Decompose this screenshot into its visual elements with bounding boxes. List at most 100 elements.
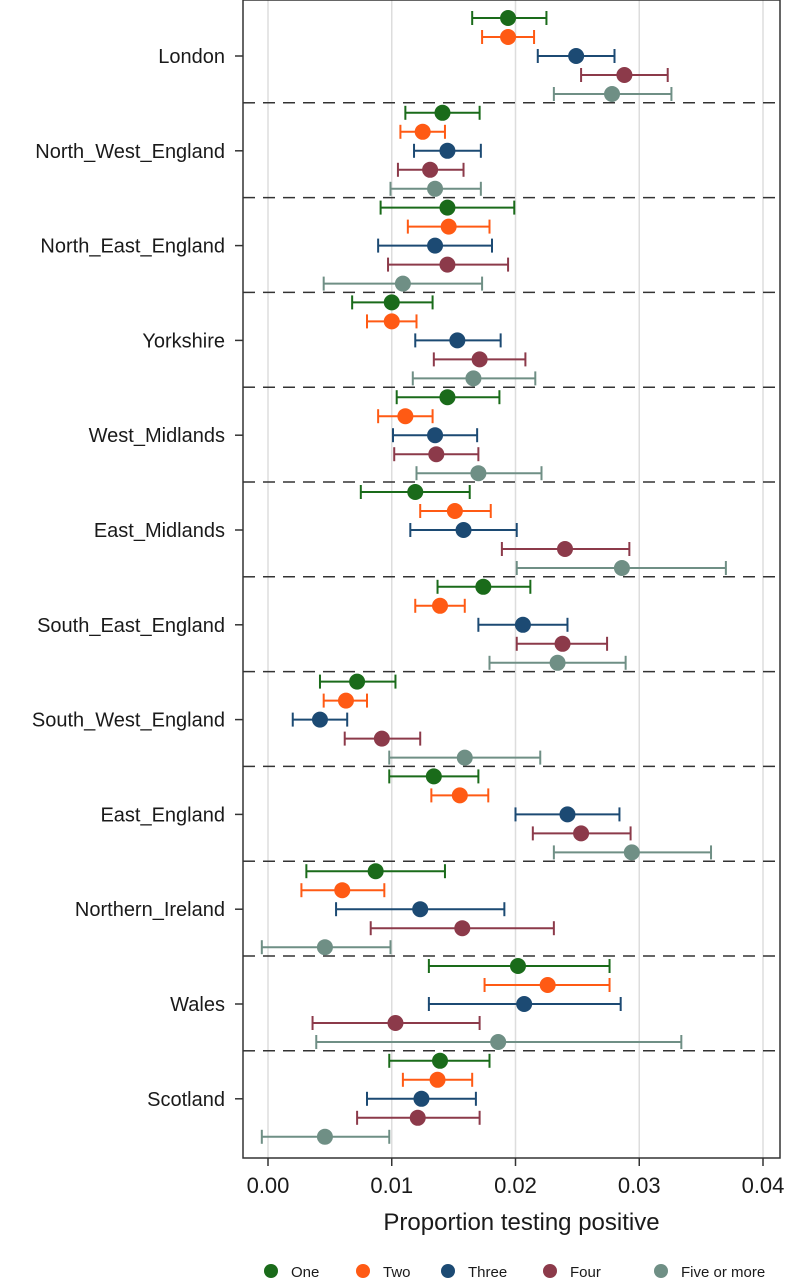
series-two [300,29,611,1088]
point [500,29,517,45]
point [516,996,533,1012]
point [451,787,468,804]
point [509,958,526,974]
category-label: Yorkshire [142,330,225,352]
point [440,218,457,235]
category-label: London [158,46,225,68]
point [383,294,400,311]
legend-item: Five or more [654,1264,765,1280]
point [514,616,531,633]
legend-label: Three [468,1264,507,1280]
point [413,1090,430,1107]
point [425,768,442,785]
point [604,86,621,102]
legend-label: Two [383,1264,411,1280]
category-label: Scotland [147,1089,225,1111]
point [455,522,472,538]
point [465,370,482,387]
point [439,142,456,159]
data-marks [260,10,727,1145]
point [471,351,488,368]
legend: One Two Three Four Five or more [264,1264,765,1280]
point [427,237,444,254]
point [334,882,351,899]
point [311,711,328,728]
category-separators [243,102,780,1052]
legend-swatch [543,1264,557,1278]
category-label: Wales [170,994,225,1016]
point [557,541,573,557]
point [539,977,556,993]
plot-frame [242,0,781,1159]
legend-swatch [654,1264,668,1278]
point [427,427,444,444]
series-three [291,48,622,1107]
point [573,825,590,842]
x-tick-label: 0.00 [247,1173,290,1198]
point [613,560,630,576]
point [337,692,354,709]
point [568,48,585,64]
legend-label: Five or more [681,1264,765,1280]
point [616,67,633,83]
x-tick-label: 0.04 [742,1173,785,1198]
point [439,389,456,406]
legend-swatch [356,1264,370,1278]
point [349,673,366,690]
series-one [305,10,611,1069]
point [428,446,445,463]
legend-swatch [264,1264,278,1278]
series-five-or-more [260,86,727,1145]
category-label: North_East_England [40,236,225,258]
category-label: Northern_Ireland [75,899,225,921]
x-tick-label: 0.02 [494,1173,537,1198]
point [500,10,517,26]
point [439,256,456,273]
point [422,161,439,178]
x-tick-label: 0.03 [618,1173,661,1198]
point [549,654,566,671]
gridlines [267,0,764,1158]
point [439,199,456,216]
category-axis: London North_West_England North_East_Engla… [32,46,243,1111]
point [490,1034,507,1050]
point [387,1015,404,1031]
point [449,332,466,349]
x-axis: 0.00 0.01 0.02 0.03 0.04 [247,1158,785,1198]
point [429,1071,446,1088]
point [454,920,471,937]
point [407,484,424,500]
point [554,635,571,652]
x-tick-label: 0.01 [370,1173,413,1198]
point [559,806,576,823]
point [383,313,400,330]
point [432,1052,449,1069]
point [316,1128,333,1145]
point [394,275,411,292]
point [397,408,414,425]
category-label: South_West_England [32,710,225,732]
point [434,104,451,121]
point [409,1109,426,1126]
point [432,597,449,614]
point [316,939,333,956]
point [456,749,473,766]
category-label: East_Midlands [94,520,225,542]
legend-item: Two [356,1264,411,1280]
category-label: East_England [100,804,225,826]
series-four [311,67,669,1126]
point [623,844,640,861]
category-label: South_East_England [37,615,225,637]
point [427,180,444,197]
point [446,503,463,519]
point [373,730,390,747]
point [414,123,431,140]
legend-item: Four [543,1264,601,1280]
point [475,578,492,595]
x-axis-title: Proportion testing positive [383,1209,659,1236]
legend-label: One [291,1264,319,1280]
point [470,465,487,482]
legend-item: Three [441,1264,507,1280]
legend-item: One [264,1264,319,1280]
